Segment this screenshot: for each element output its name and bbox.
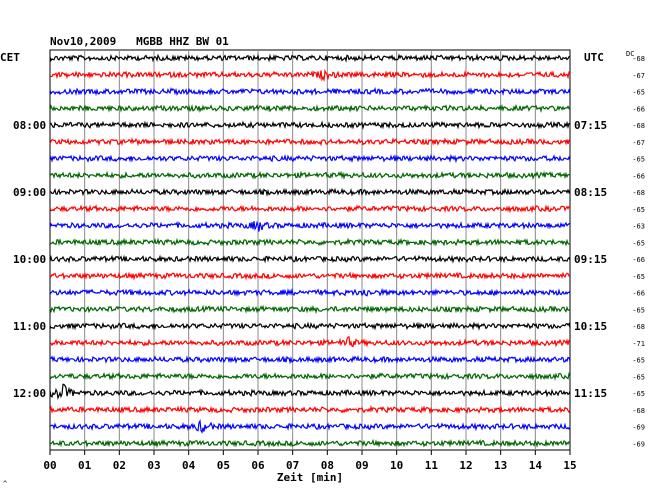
- x-tick-label-02: 02: [113, 459, 126, 472]
- trace-21: [49, 404, 571, 415]
- trace-1: [49, 68, 571, 83]
- left-hour-label-20: 12:00: [13, 387, 46, 400]
- dc-offset-16: -68: [632, 323, 645, 331]
- left-hour-label-4: 08:00: [13, 119, 46, 132]
- x-tick-label-10: 10: [390, 459, 403, 472]
- x-tick-label-12: 12: [459, 459, 472, 472]
- right-hour-label-12: 09:15: [574, 253, 607, 266]
- dc-offset-1: -67: [632, 72, 645, 80]
- x-tick-label-08: 08: [321, 459, 334, 472]
- trace-20: [49, 383, 571, 401]
- trace-10: [49, 220, 571, 232]
- chart-title: Nov10,2009 MGBB HHZ BW 01: [50, 35, 229, 48]
- right-hour-label-8: 08:15: [574, 186, 607, 199]
- right-hour-label-16: 10:15: [574, 320, 607, 333]
- x-tick-label-01: 01: [78, 459, 92, 472]
- x-tick-label-03: 03: [147, 459, 160, 472]
- dc-offset-15: -65: [632, 306, 645, 314]
- dc-offset-20: -65: [632, 390, 645, 398]
- x-tick-label-00: 00: [43, 459, 56, 472]
- x-tick-label-11: 11: [425, 459, 439, 472]
- dc-offset-2: -65: [632, 89, 645, 97]
- trace-11: [49, 237, 571, 247]
- left-axis-label: CET: [0, 51, 20, 64]
- dc-offset-14: -66: [632, 290, 645, 298]
- x-axis-label: Zeit [min]: [277, 471, 343, 484]
- dc-offset-11: -65: [632, 239, 645, 247]
- trace-18: [49, 355, 571, 365]
- dc-offset-7: -66: [632, 172, 645, 180]
- left-hour-label-16: 11:00: [13, 320, 46, 333]
- trace-15: [49, 304, 571, 315]
- trace-3: [49, 103, 571, 113]
- trace-2: [49, 86, 571, 97]
- trace-layer: [49, 53, 571, 449]
- x-tick-label-09: 09: [355, 459, 368, 472]
- dc-offset-6: -65: [632, 156, 645, 164]
- dc-offset-9: -65: [632, 206, 645, 214]
- trace-16: [49, 321, 571, 331]
- trace-0: [49, 53, 571, 63]
- trace-6: [49, 153, 571, 164]
- corner-mark: ^: [3, 480, 7, 488]
- dc-offset-19: -65: [632, 373, 645, 381]
- right-hour-label-20: 11:15: [574, 387, 607, 400]
- left-hour-label-8: 09:00: [13, 186, 46, 199]
- trace-9: [49, 204, 571, 214]
- trace-13: [49, 271, 571, 281]
- trace-12: [49, 254, 571, 264]
- trace-5: [49, 137, 571, 147]
- dc-label: DC: [626, 50, 634, 58]
- dc-offset-23: -69: [632, 440, 645, 448]
- x-tick-label-06: 06: [251, 459, 265, 472]
- dc-offset-4: -68: [632, 122, 645, 130]
- dc-offset-10: -63: [632, 223, 645, 231]
- trace-23: [49, 438, 571, 449]
- trace-7: [49, 170, 571, 181]
- dc-offset-21: -68: [632, 407, 645, 415]
- x-tick-label-04: 04: [182, 459, 196, 472]
- dc-offset-18: -65: [632, 357, 645, 365]
- dc-offset-3: -66: [632, 105, 645, 113]
- dc-offset-13: -65: [632, 273, 645, 281]
- trace-17: [49, 335, 571, 348]
- trace-19: [49, 371, 571, 381]
- grid-layer: [49, 50, 571, 455]
- x-tick-label-14: 14: [529, 459, 543, 472]
- dc-offset-0: -68: [632, 55, 645, 63]
- plot-frame: [49, 49, 571, 451]
- trace-22: [49, 418, 571, 434]
- trace-8: [49, 187, 571, 197]
- dc-offset-8: -68: [632, 189, 645, 197]
- label-layer: 00 01 02 03 04 05 06 07 08 09 10 11 12 13 14 15 -68 -67 -6…: [13, 55, 645, 472]
- dc-offset-12: -66: [632, 256, 645, 264]
- right-axis-label: UTC: [584, 51, 604, 64]
- trace-14: [49, 287, 571, 298]
- x-tick-label-05: 05: [217, 459, 230, 472]
- trace-4: [49, 120, 571, 130]
- dc-offset-22: -69: [632, 424, 645, 432]
- x-tick-label-07: 07: [286, 459, 299, 472]
- x-tick-label-13: 13: [494, 459, 507, 472]
- x-tick-label-15: 15: [563, 459, 576, 472]
- dc-offset-5: -67: [632, 139, 645, 147]
- right-hour-label-4: 07:15: [574, 119, 607, 132]
- dc-offset-17: -71: [632, 340, 645, 348]
- left-hour-label-12: 10:00: [13, 253, 46, 266]
